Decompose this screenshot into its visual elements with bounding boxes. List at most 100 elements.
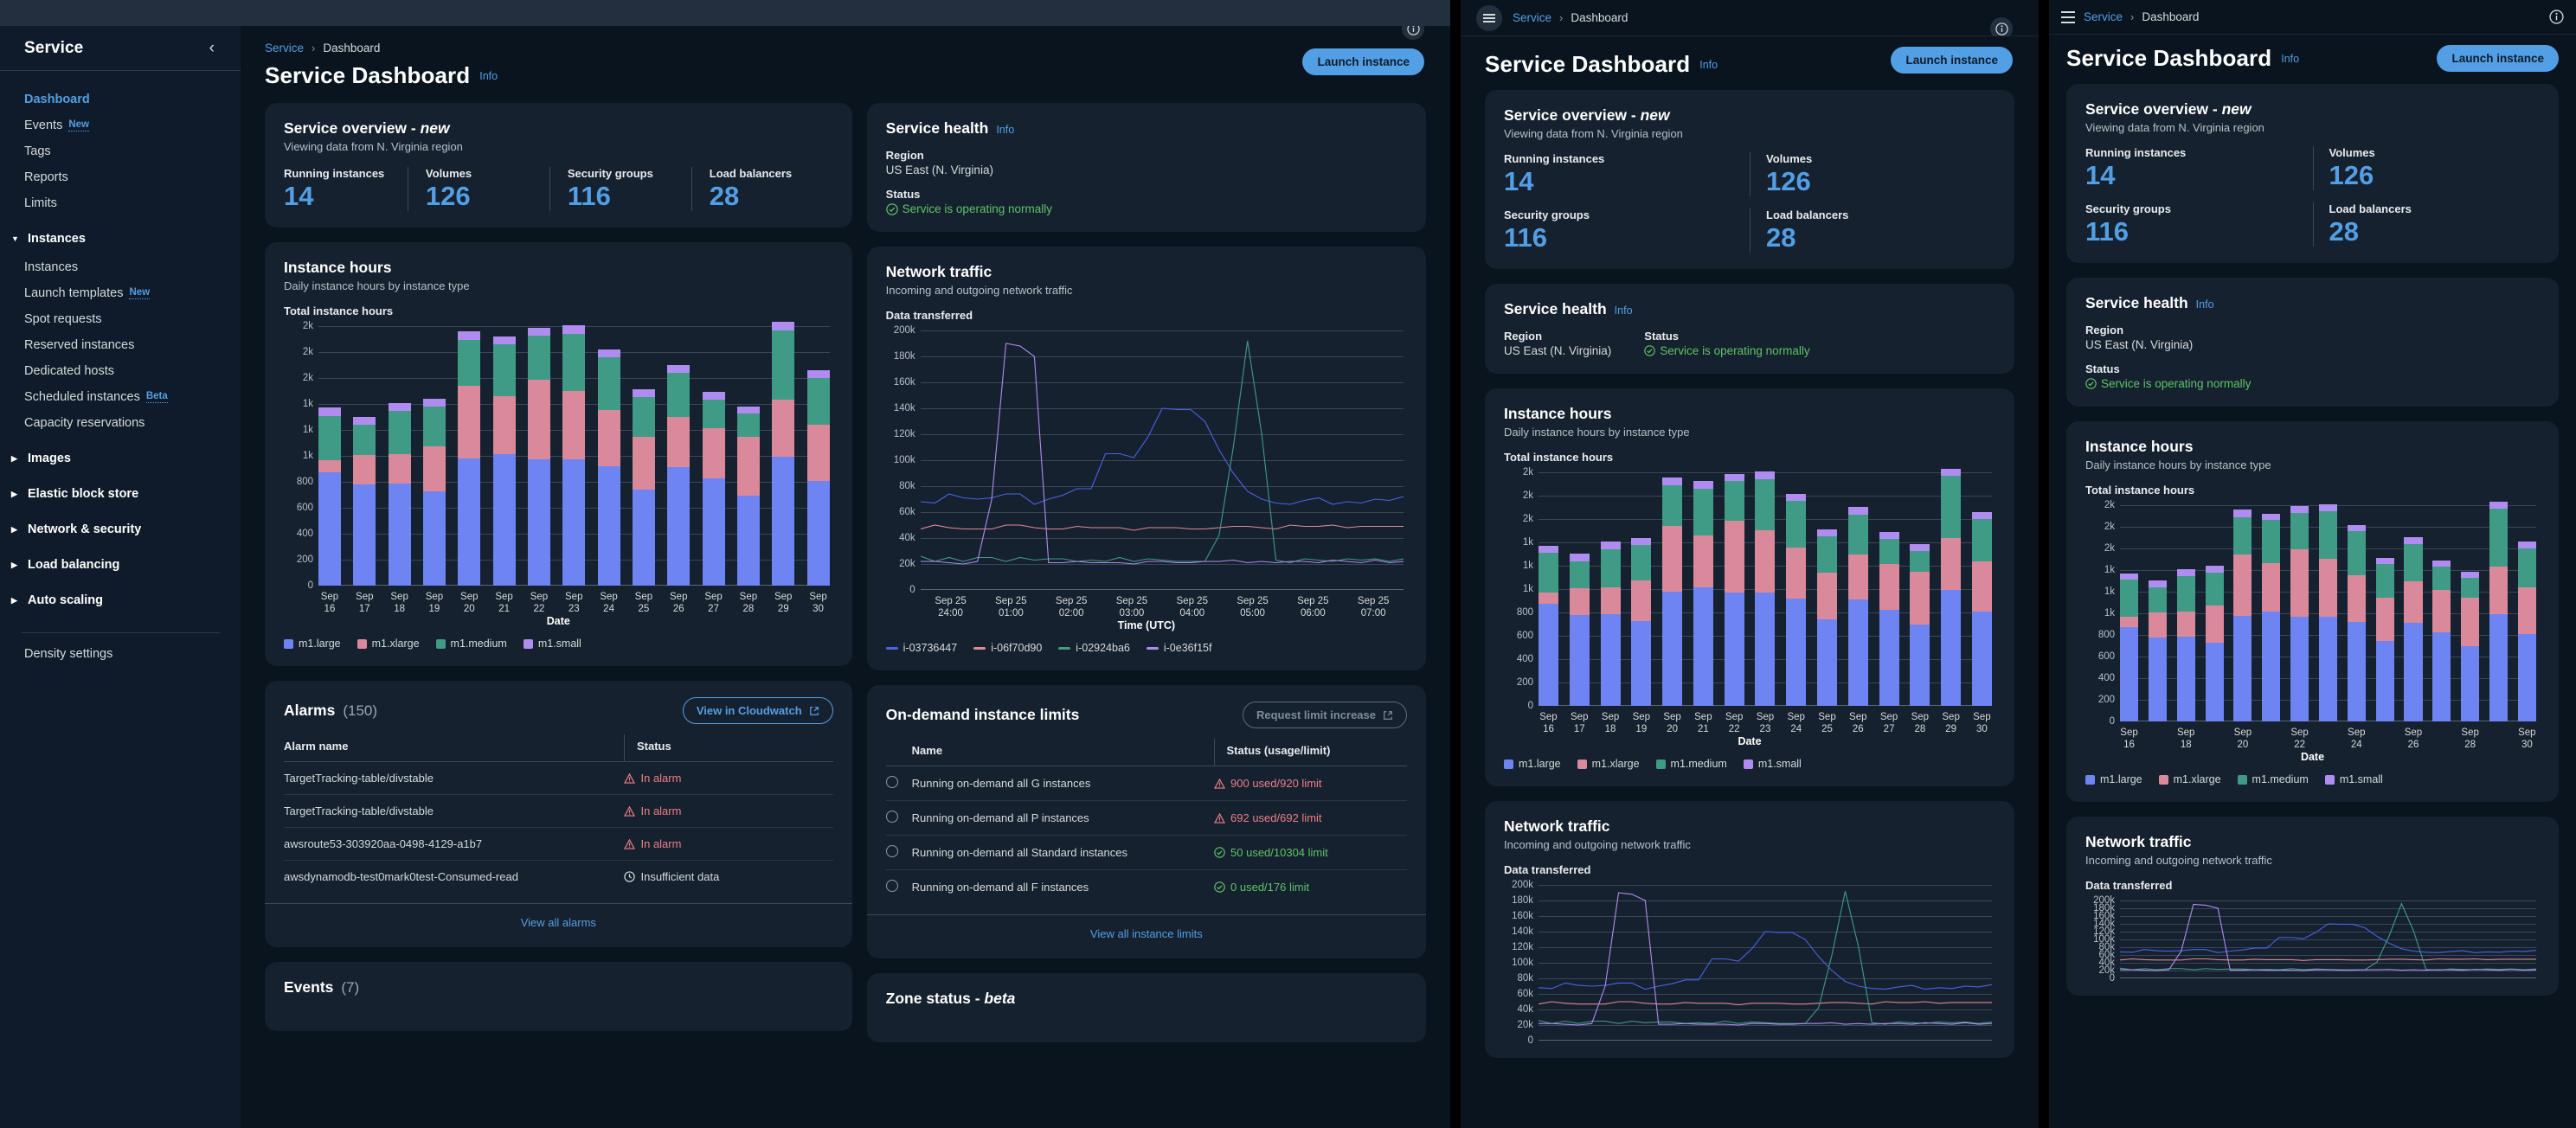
bar-column[interactable] bbox=[1941, 468, 1962, 707]
breadcrumb-dashboard[interactable]: Dashboard bbox=[2142, 10, 2200, 23]
table-row[interactable]: TargetTracking-table/divstable In alarm bbox=[284, 761, 833, 796]
bar-column[interactable] bbox=[702, 392, 725, 586]
bar-column[interactable] bbox=[1817, 529, 1837, 707]
bar-column[interactable] bbox=[2290, 506, 2309, 722]
bar-column[interactable] bbox=[806, 369, 830, 586]
sidebar-group-network-security[interactable]: ▶ Network & security bbox=[0, 516, 241, 542]
bar-column[interactable] bbox=[2148, 580, 2167, 722]
bar-column[interactable] bbox=[2176, 569, 2195, 722]
bar-column[interactable] bbox=[736, 406, 760, 586]
bar-column[interactable] bbox=[1539, 546, 1558, 707]
bar-column[interactable] bbox=[318, 407, 341, 586]
bar-column[interactable] bbox=[667, 364, 691, 586]
sidebar-item-spot-requests[interactable]: Spot requests bbox=[0, 306, 241, 332]
bar-column[interactable] bbox=[388, 402, 411, 586]
breadcrumb-dashboard[interactable]: Dashboard bbox=[323, 42, 381, 54]
legend-item[interactable]: m1.medium bbox=[2237, 773, 2309, 785]
sidebar-item-scheduled-instances[interactable]: Scheduled instances Beta bbox=[0, 384, 241, 410]
bar-column[interactable] bbox=[2375, 557, 2394, 722]
bar-column[interactable] bbox=[353, 416, 376, 586]
info-link[interactable]: Info bbox=[2281, 52, 2300, 65]
info-link[interactable]: Info bbox=[1614, 304, 1633, 317]
bar-column[interactable] bbox=[2432, 560, 2451, 722]
alarm-name[interactable]: awsroute53-303920aa-0498-4129-a1b7 bbox=[284, 827, 625, 862]
info-circle-icon[interactable] bbox=[2549, 10, 2564, 24]
table-row[interactable]: Running on-demand all Standard instances… bbox=[885, 835, 1407, 870]
sidebar-group-instances[interactable]: ▼ Instances bbox=[0, 226, 241, 252]
bar-column[interactable] bbox=[1724, 473, 1744, 707]
legend-item[interactable]: i-0e36f15f bbox=[1146, 642, 1211, 654]
legend-item[interactable]: i-02924ba6 bbox=[1058, 642, 1130, 654]
legend-item[interactable]: m1.small bbox=[523, 638, 581, 650]
legend-item[interactable]: m1.small bbox=[2324, 773, 2383, 785]
sidebar-item-capacity-reservations[interactable]: Capacity reservations bbox=[0, 410, 241, 436]
sidebar-item-launch-templates[interactable]: Launch templates New bbox=[0, 280, 241, 306]
info-link[interactable]: Info bbox=[2195, 298, 2214, 311]
bar-column[interactable] bbox=[1847, 507, 1868, 707]
info-link[interactable]: Info bbox=[479, 69, 498, 82]
bar-column[interactable] bbox=[2517, 542, 2536, 722]
bar-column[interactable] bbox=[1879, 531, 1899, 707]
bar-column[interactable] bbox=[2120, 573, 2139, 722]
bar-column[interactable] bbox=[772, 322, 795, 586]
view-in-cloudwatch-button[interactable]: View in Cloudwatch bbox=[682, 697, 833, 725]
legend-item[interactable]: m1.medium bbox=[1655, 758, 1727, 770]
alarm-name[interactable]: TargetTracking-table/divstable bbox=[284, 794, 625, 829]
launch-instance-button[interactable]: Launch instance bbox=[2437, 45, 2559, 72]
bar-column[interactable] bbox=[2404, 537, 2423, 722]
launch-instance-button[interactable]: Launch instance bbox=[1891, 47, 2013, 74]
row-radio-cell[interactable] bbox=[885, 835, 912, 870]
bar-column[interactable] bbox=[1693, 481, 1713, 707]
alarm-name[interactable]: awsdynamodb-test0mark0test-Consumed-read bbox=[284, 870, 518, 884]
legend-item[interactable]: m1.xlarge bbox=[357, 638, 420, 650]
bar-column[interactable] bbox=[1971, 511, 1992, 707]
bar-column[interactable] bbox=[2489, 501, 2509, 722]
radio-button[interactable] bbox=[885, 880, 898, 892]
table-row[interactable]: awsdynamodb-test0mark0test-Consumed-read… bbox=[284, 861, 833, 894]
info-circle-icon[interactable] bbox=[1402, 26, 1424, 40]
density-settings-link[interactable]: Density settings bbox=[24, 647, 113, 661]
info-link[interactable]: Info bbox=[1699, 58, 1718, 71]
bar-column[interactable] bbox=[1662, 477, 1683, 707]
info-link[interactable]: Info bbox=[996, 124, 1015, 136]
view-all-alarms-link[interactable]: View all alarms bbox=[520, 916, 596, 930]
radio-button[interactable] bbox=[885, 811, 898, 823]
bar-column[interactable] bbox=[1600, 542, 1621, 707]
bar-column[interactable] bbox=[2347, 524, 2366, 722]
legend-item[interactable]: m1.large bbox=[1504, 758, 1561, 770]
bar-column[interactable] bbox=[2461, 572, 2480, 722]
sidebar-group-auto-scaling[interactable]: ▶ Auto scaling bbox=[0, 587, 241, 613]
breadcrumb-service[interactable]: Service bbox=[2084, 10, 2123, 23]
sidebar-item-dedicated-hosts[interactable]: Dedicated hosts bbox=[0, 358, 241, 384]
radio-button[interactable] bbox=[885, 776, 898, 788]
bar-column[interactable] bbox=[1755, 471, 1776, 707]
breadcrumb-service[interactable]: Service bbox=[1513, 11, 1552, 24]
bar-column[interactable] bbox=[527, 327, 550, 586]
bar-column[interactable] bbox=[492, 336, 516, 586]
bar-column[interactable] bbox=[422, 399, 446, 586]
legend-item[interactable]: m1.large bbox=[2085, 773, 2142, 785]
legend-item[interactable]: m1.large bbox=[284, 638, 341, 650]
launch-instance-button[interactable]: Launch instance bbox=[1302, 48, 1424, 75]
bar-column[interactable] bbox=[597, 349, 620, 586]
bar-column[interactable] bbox=[1631, 537, 1652, 707]
table-row[interactable]: awsroute53-303920aa-0498-4129-a1b7 In ala… bbox=[284, 827, 833, 862]
row-radio-cell[interactable] bbox=[885, 800, 912, 836]
sidebar-item-instances[interactable]: Instances bbox=[0, 254, 241, 280]
breadcrumb-service[interactable]: Service bbox=[265, 42, 305, 54]
table-row[interactable]: Running on-demand all G instances 900 use… bbox=[885, 766, 1407, 801]
bar-column[interactable] bbox=[458, 331, 481, 586]
breadcrumb-dashboard[interactable]: Dashboard bbox=[1571, 11, 1628, 24]
alarm-name[interactable]: TargetTracking-table/divstable bbox=[284, 761, 625, 796]
sidebar-item-events[interactable]: Events New bbox=[0, 112, 241, 138]
bar-column[interactable] bbox=[2262, 513, 2281, 722]
sidebar-item-reserved-instances[interactable]: Reserved instances bbox=[0, 332, 241, 358]
hamburger-menu-icon[interactable] bbox=[1476, 4, 1502, 31]
sidebar-item-dashboard[interactable]: Dashboard bbox=[0, 87, 241, 112]
table-row[interactable]: TargetTracking-table/divstable In alarm bbox=[284, 794, 833, 829]
legend-item[interactable]: i-03736447 bbox=[885, 642, 957, 654]
table-row[interactable]: Running on-demand all P instances 692 use… bbox=[885, 800, 1407, 836]
legend-item[interactable]: m1.xlarge bbox=[2158, 773, 2221, 785]
sidebar-group-images[interactable]: ▶ Images bbox=[0, 445, 241, 471]
legend-item[interactable]: m1.small bbox=[1743, 758, 1802, 770]
